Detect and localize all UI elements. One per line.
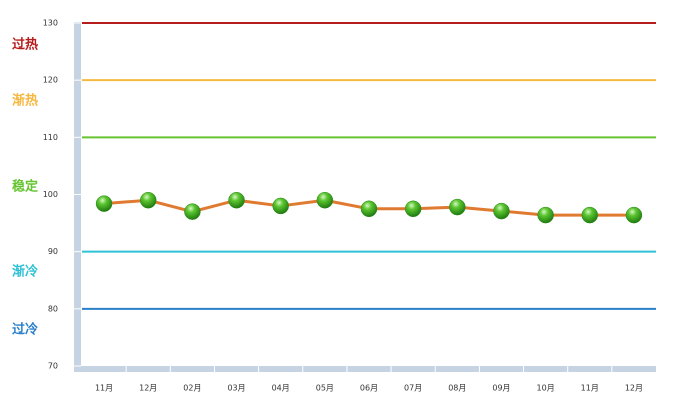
zone-label: 渐冷 [12,264,38,280]
y-tick-label: 110 [43,133,58,142]
x-tick-label: 07月 [404,384,422,393]
y-axis-bar [74,22,81,372]
y-tick-label: 70 [48,362,58,371]
x-tick-label: 08月 [448,384,466,393]
y-tick-label: 130 [43,19,58,28]
x-tick-label: 11月 [95,384,113,393]
zone-label: 渐热 [12,93,38,109]
y-tick-label: 80 [48,304,58,313]
zone-label: 过冷 [12,322,38,338]
x-tick-label: 06月 [360,384,378,393]
x-tick-label: 04月 [272,384,290,393]
x-tick-label: 11月 [581,384,599,393]
point [404,200,422,218]
point [625,206,643,224]
x-tick-label: 12月 [139,384,157,393]
x-tick-label: 03月 [227,384,245,393]
x-tick-label: 02月 [183,384,201,393]
y-tick-label: 100 [43,190,58,199]
point [449,198,466,216]
x-tick-label: 10月 [537,384,555,393]
y-tick-label: 120 [43,76,58,85]
point [95,195,113,212]
point [537,206,554,224]
x-tick-label: 09月 [492,384,510,393]
point [272,197,289,215]
point [493,202,510,220]
x-axis-bar [74,366,656,372]
y-tick-label: 90 [48,247,58,256]
point [228,191,245,209]
zone-label: 稳定 [12,179,38,195]
point [139,191,157,209]
x-tick-label: 05月 [316,384,334,393]
point [184,203,201,220]
point [316,191,334,209]
x-tick-label: 12月 [625,384,643,393]
point [581,206,599,224]
zone-label: 过热 [12,37,38,53]
point [360,200,378,218]
